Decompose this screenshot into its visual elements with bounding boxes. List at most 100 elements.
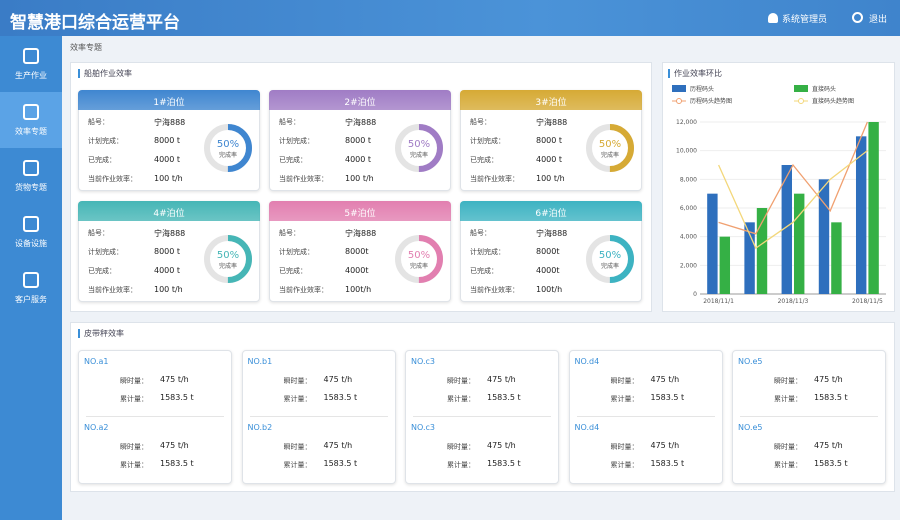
field-value: 8000 t [154, 136, 181, 145]
sidebar-item[interactable]: 设备设施 [15, 239, 47, 248]
field-value: 8000 t [536, 136, 563, 145]
legend-label: 直接码头 [812, 85, 836, 93]
belt-name: NO.d4 [574, 357, 600, 366]
donut: 50%完成率 [586, 235, 634, 283]
belt-value: 1583.5 t [160, 459, 194, 468]
field-value: 100 t/h [154, 285, 183, 294]
belt-value: 475 t/h [650, 441, 680, 450]
bar [868, 122, 879, 294]
belt-name: NO.a2 [84, 423, 109, 432]
belt-divider [249, 416, 388, 417]
belt-value: 1583.5 t [323, 459, 358, 468]
bar [781, 165, 792, 294]
sidebar-item[interactable]: 货物专题 [15, 183, 47, 192]
panel-title: 皮带秤效率 [78, 329, 124, 338]
donut-caption: 完成率 [219, 262, 237, 270]
sidebar-icon [23, 48, 39, 64]
belt-card [568, 350, 723, 484]
berth-header [78, 90, 260, 110]
berth-name: 5#泊位 [344, 209, 376, 219]
field-value: 100t/h [345, 285, 372, 294]
legend-label: 直接码头趋势图 [812, 97, 854, 105]
belt-label: 累计量： [447, 461, 475, 469]
field-label: 当前作业效率： [88, 286, 137, 294]
sidebar-icon [23, 160, 39, 176]
bar [744, 222, 755, 294]
belt-divider [86, 416, 224, 417]
belt-label: 累计量： [120, 395, 148, 403]
panel-title: 作业效率环比 [668, 69, 722, 78]
field-label: 已完成： [470, 267, 498, 275]
belt-label: 瞬时量： [120, 377, 148, 385]
sidebar-active [0, 92, 62, 148]
logout-button[interactable]: 退出 [869, 15, 888, 25]
legend-swatch [676, 98, 682, 104]
breadcrumb: 效率专题 [70, 43, 102, 52]
y-tick-label: 0 [693, 291, 697, 298]
field-label: 当前作业效率： [279, 175, 328, 183]
sidebar-icon [23, 104, 39, 120]
belt-value: 1583.5 t [323, 393, 358, 402]
donut: 50%完成率 [204, 235, 252, 283]
field-label: 当前作业效率： [88, 175, 137, 183]
field-label: 已完成： [88, 156, 116, 164]
donut-caption: 完成率 [219, 151, 237, 159]
trend-line [718, 121, 868, 235]
belt-value: 475 t/h [323, 375, 353, 384]
belt-value: 1583.5 t [160, 393, 194, 402]
donut-arc [395, 124, 443, 172]
donut-label: 50% [408, 139, 430, 150]
y-tick-label: 10,000 [676, 148, 697, 155]
field-label: 计划完成： [470, 248, 505, 256]
field-label: 船号： [279, 118, 300, 126]
donut-caption: 完成率 [410, 262, 428, 270]
bar [719, 236, 731, 294]
berth-name: 4#泊位 [153, 209, 185, 219]
y-tick-label: 6,000 [680, 205, 697, 212]
bar [794, 193, 805, 294]
donut-label: 50% [217, 250, 239, 261]
belt-value: 1583.5 t [814, 393, 848, 402]
sidebar-item[interactable]: 客户服务 [15, 295, 47, 304]
field-value: 宁海888 [154, 118, 186, 127]
field-value: 8000 t [345, 136, 372, 145]
belt-label: 瞬时量： [283, 443, 312, 451]
field-value: 4000t [345, 266, 369, 275]
berth-name: 3#泊位 [535, 98, 567, 108]
berth-header [269, 201, 451, 221]
belt-card [78, 350, 232, 484]
donut-arc [204, 235, 252, 283]
field-value: 8000t [345, 247, 369, 256]
field-label: 已完成： [279, 156, 307, 164]
belt-value: 1583.5 t [814, 459, 848, 468]
field-value: 8000 t [154, 247, 181, 256]
belt-name: NO.b1 [247, 357, 273, 366]
belt-label: 累计量： [610, 461, 639, 469]
berth-header [269, 90, 451, 110]
donut-label: 50% [217, 139, 239, 150]
belt-label: 瞬时量： [610, 443, 639, 451]
legend-swatch [794, 85, 808, 92]
belt-divider [740, 416, 878, 417]
legend-swatch [672, 85, 686, 92]
sidebar-icon [23, 272, 39, 288]
sidebar-icon [23, 216, 39, 232]
field-label: 计划完成： [470, 137, 505, 145]
user-name[interactable]: 系统管理员 [782, 15, 828, 25]
berth-name: 1#泊位 [153, 98, 185, 108]
belt-value: 475 t/h [323, 441, 353, 450]
field-value: 100t/h [536, 285, 563, 294]
field-value: 100 t/h [536, 174, 565, 183]
field-value: 宁海888 [345, 229, 377, 238]
field-label: 当前作业效率： [279, 286, 328, 294]
x-tick-label: 2018/11/5 [852, 298, 883, 305]
sidebar-item[interactable]: 效率专题 [15, 127, 47, 136]
belt-label: 瞬时量： [447, 443, 475, 451]
donut: 50%完成率 [204, 124, 252, 172]
field-value: 宁海888 [536, 229, 568, 238]
belt-label: 瞬时量： [774, 377, 802, 385]
field-value: 8000t [536, 247, 560, 256]
belt-name: NO.d4 [574, 423, 600, 432]
sidebar-item[interactable]: 生产作业 [15, 71, 47, 80]
field-value: 宁海888 [345, 118, 377, 127]
